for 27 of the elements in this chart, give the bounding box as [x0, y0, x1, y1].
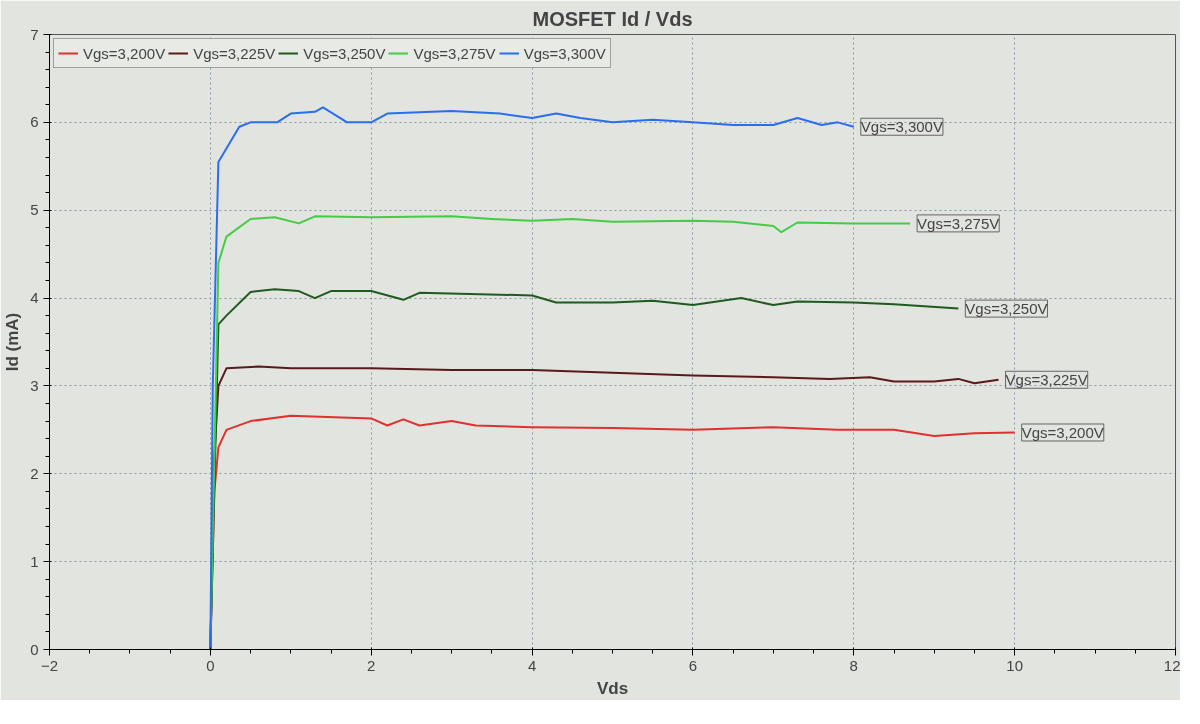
legend-label: Vgs=3,300V	[523, 44, 606, 62]
x-tick-label: −2	[40, 656, 59, 674]
chart-title: MOSFET Id / Vds	[532, 7, 693, 30]
legend-label: Vgs=3,275V	[413, 44, 496, 62]
legend-label: Vgs=3,225V	[193, 44, 276, 62]
y-tick-label: 0	[30, 640, 39, 658]
x-tick-label: 10	[1006, 656, 1023, 674]
y-tick-label: 4	[30, 289, 39, 307]
text: Vgs=3,300V	[860, 118, 943, 136]
x-tick-label: 0	[206, 656, 215, 674]
y-axis-title: Id (mA)	[3, 312, 23, 372]
text: Vgs=3,275V	[917, 214, 1000, 232]
y-tick-label: 6	[30, 113, 39, 131]
y-tick-label: 3	[30, 376, 39, 394]
y-tick-label: 7	[30, 25, 39, 43]
legend-label: Vgs=3,200V	[83, 44, 166, 62]
legend-label: Vgs=3,250V	[303, 44, 386, 62]
y-tick-label: 1	[30, 552, 39, 570]
y-tick-label: 5	[30, 201, 39, 219]
x-tick-label: 6	[688, 656, 698, 674]
y-tick-label: 2	[30, 464, 39, 482]
x-tick-label: 2	[367, 656, 376, 674]
x-tick-label: 4	[527, 656, 537, 674]
x-axis-title: Vds	[596, 678, 629, 698]
x-tick-label: 8	[849, 656, 858, 674]
x-tick-label: 12	[1163, 656, 1181, 674]
line-series	[209, 106, 855, 650]
